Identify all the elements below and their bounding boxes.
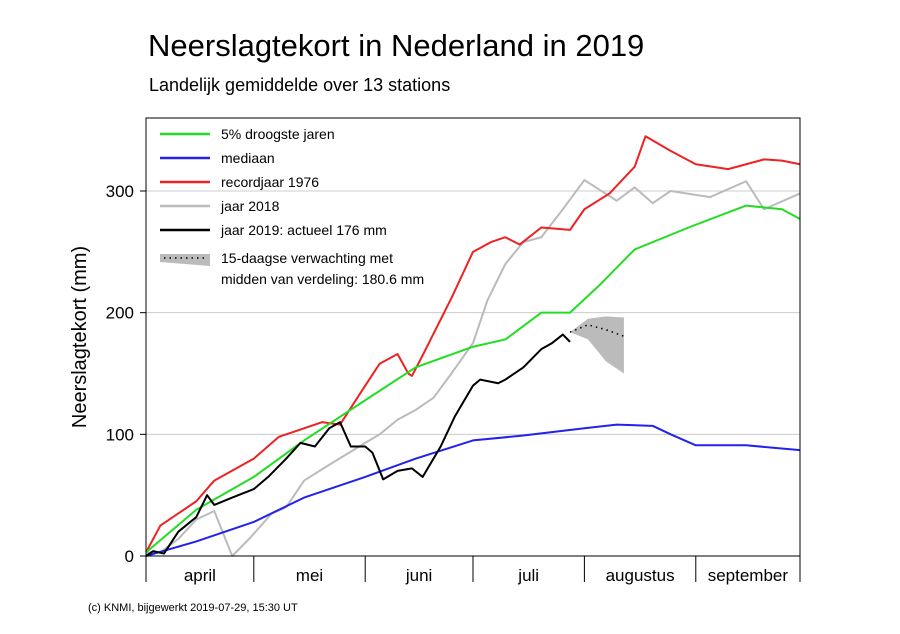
- credit-text: (c) KNMI, bijgewerkt 2019-07-29, 15:30 U…: [88, 602, 298, 614]
- series-line-0: [145, 204, 801, 554]
- forecast-band: [570, 316, 624, 374]
- y-tick-label-200: 200: [106, 304, 134, 323]
- legend-label-3: jaar 2018: [220, 198, 280, 214]
- legend-label-2: recordjaar 1976: [221, 174, 319, 190]
- legend-label-0: 5% droogste jaren: [221, 126, 335, 142]
- series-line-3: [146, 179, 801, 557]
- grid-layer: [146, 190, 800, 435]
- chart-subtitle: Landelijk gemiddelde over 13 stations: [149, 75, 451, 95]
- y-tick-label-100: 100: [106, 425, 134, 444]
- y-axis-label: Neerslagtekort (mm): [69, 246, 91, 428]
- legend-label-1: mediaan: [221, 150, 275, 166]
- y-tick-label-300: 300: [106, 182, 134, 201]
- forecast-median-line: [569, 324, 625, 337]
- x-tick-label-juli: juli: [517, 566, 539, 585]
- chart-title: Neerslagtekort in Nederland in 2019: [148, 28, 645, 63]
- x-tick-label-augustus: augustus: [606, 566, 675, 585]
- x-tick-label-mei: mei: [296, 566, 323, 585]
- legend: 5% droogste jaren mediaan recordjaar 1976 j…: [160, 126, 424, 287]
- x-tick-label-september: september: [708, 566, 789, 585]
- legend-label-4: jaar 2019: actueel 176 mm: [220, 222, 387, 238]
- y-tick-label-0: 0: [125, 547, 134, 566]
- x-tick-label-juni: juni: [405, 566, 432, 585]
- series-layer: [145, 135, 801, 557]
- legend-forecast-label-2: midden van verdeling: 180.6 mm: [221, 271, 424, 287]
- series-line-1: [145, 423, 801, 557]
- series-line-2: [145, 135, 801, 553]
- axis-layer: 0 100 200 300 april mei juni juli augustus septem…: [106, 182, 801, 585]
- legend-forecast-label-1: 15-daagse verwachting met: [221, 250, 393, 266]
- x-tick-label-april: april: [184, 566, 216, 585]
- legend-forecast-swatch: [160, 254, 210, 266]
- series-line-4: [145, 333, 571, 557]
